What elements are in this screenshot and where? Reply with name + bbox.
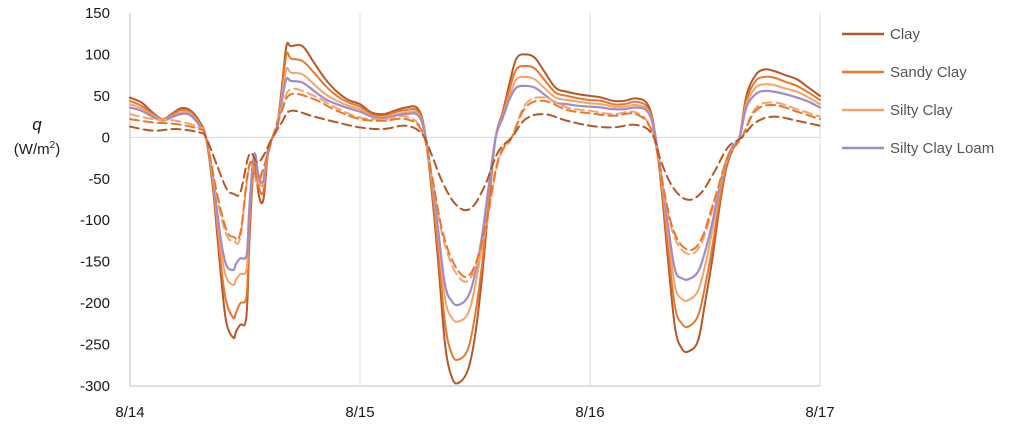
y-tick-label: -50 [88,171,110,188]
axes [129,13,820,387]
x-tick-labels: 8/14 8/15 8/16 8/17 [115,404,834,421]
y-tick-label: 0 [102,129,110,146]
y-tick-label: -150 [80,254,110,271]
y-tick-label: -200 [80,295,110,312]
series-line-dashed-6 [129,109,821,212]
x-tick-label: 8/16 [575,404,604,421]
series-line-dashed-4 [129,87,821,283]
series-line-2 [129,66,821,323]
y-tick-label: 150 [85,5,110,22]
y-tick-labels: 150 100 50 0 -50 -100 -150 -200 -250 -300 [80,5,110,395]
y-tick-label: -100 [80,212,110,229]
series-lines [128,41,822,385]
series-line-3 [128,76,822,307]
series-line-1 [129,51,821,362]
legend-label: Sandy Clay [890,64,967,81]
y-axis-label-symbol: q [32,115,42,134]
vertical-gridlines [359,13,821,386]
x-tick-label: 8/17 [805,404,834,421]
legend-label: Silty Clay Loam [890,140,994,157]
x-tick-label: 8/14 [115,404,144,421]
y-tick-label: -300 [80,378,110,395]
series-line-dashed-5 [129,92,821,279]
y-axis-label: q (W/m2) [14,115,60,158]
y-tick-label: 50 [93,88,110,105]
legend-label: Clay [890,26,921,43]
y-axis-label-unit: (W/m2) [14,140,60,158]
y-tick-label: 100 [85,46,110,63]
legend: Clay Sandy Clay Silty Clay Silty Clay Loam [842,26,994,157]
x-tick-label: 8/15 [345,404,374,421]
y-tick-label: -250 [80,337,110,354]
series-line-0 [129,41,821,385]
legend-label: Silty Clay [890,102,953,119]
